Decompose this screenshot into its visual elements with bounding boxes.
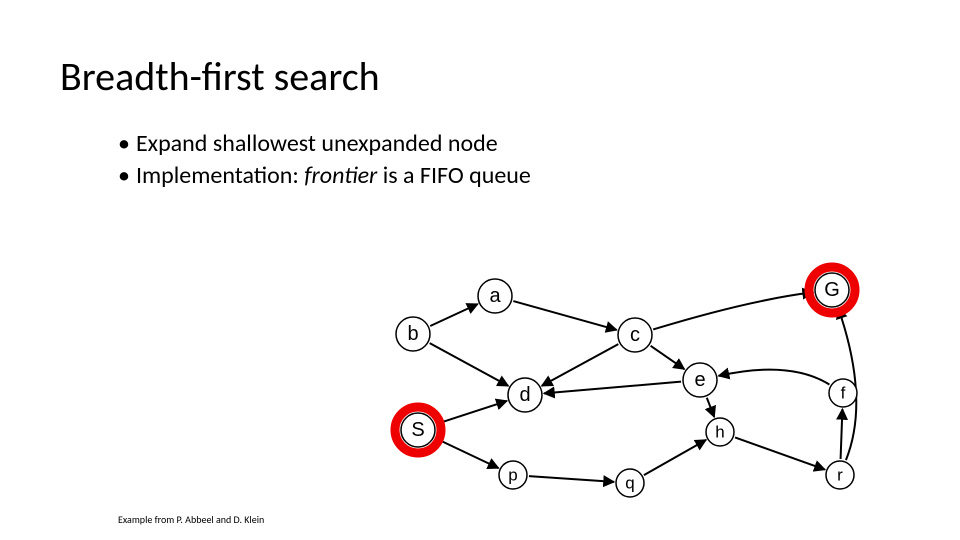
node-label: b (407, 323, 418, 345)
graph-node-r: r (826, 461, 854, 489)
graph-edge (430, 304, 478, 326)
graph-edge (735, 437, 825, 469)
graph-edge (513, 301, 616, 330)
node-label: c (630, 324, 640, 346)
graph-node-b: b (396, 317, 430, 351)
graph-edge (529, 476, 614, 482)
node-label: f (841, 384, 846, 403)
node-label: h (715, 423, 724, 442)
graph-node-e: e (683, 363, 717, 397)
bfs-graph: a Gb c d e f Sh p q r (0, 0, 960, 540)
node-label: d (519, 384, 530, 406)
graph-edge (430, 343, 509, 386)
graph-node-d: d (508, 378, 542, 412)
graph-node-q: q (616, 469, 644, 497)
graph-edge (436, 401, 507, 424)
node-label: S (411, 419, 424, 441)
node-label: G (824, 279, 840, 301)
graph-node-p: p (499, 461, 527, 489)
node-label: a (489, 285, 501, 307)
node-label: r (837, 466, 843, 485)
node-label: q (625, 474, 634, 493)
node-label: p (508, 466, 517, 485)
graph-node-S: S (395, 407, 441, 453)
graph-edge (644, 440, 706, 475)
graph-node-G: G (809, 267, 855, 313)
graph-edge (542, 344, 619, 386)
node-label: e (694, 369, 705, 391)
graph-edge (435, 438, 498, 468)
graph-node-a: a (478, 279, 512, 313)
nodes-layer: a Gb c d e f Sh p q r (395, 267, 857, 497)
graph-node-c: c (618, 318, 652, 352)
graph-edge (651, 346, 685, 369)
graph-edge (841, 409, 843, 459)
graph-edge (719, 370, 830, 385)
graph-edge (707, 398, 714, 417)
graph-node-h: h (706, 418, 734, 446)
graph-edge (653, 292, 813, 329)
graph-node-f: f (829, 379, 857, 407)
graph-edge (544, 382, 681, 394)
